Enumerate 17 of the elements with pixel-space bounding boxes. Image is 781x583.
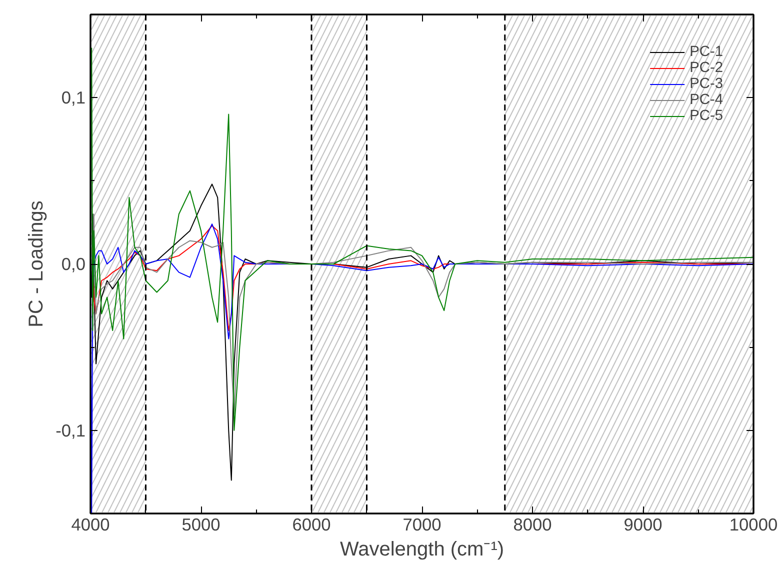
x-tick-label: 7000 <box>402 514 442 534</box>
x-tick-label: 10000 <box>729 514 778 534</box>
x-tick-label: 4000 <box>71 514 110 534</box>
y-tick-label: -0,1 <box>56 420 86 440</box>
x-axis-title: Wavelength (cm⁻¹) <box>340 538 504 560</box>
x-tick-label: 6000 <box>292 514 331 534</box>
y-axis-title: PC - Loadings <box>26 200 48 328</box>
y-tick-label: 0,1 <box>61 88 86 108</box>
x-tick-label: 9000 <box>624 514 662 534</box>
legend-label: PC-3 <box>690 76 723 92</box>
legend-label: PC-5 <box>690 108 723 124</box>
legend-label: PC-2 <box>690 60 723 76</box>
x-tick-label: 8000 <box>513 514 552 534</box>
legend-label: PC-4 <box>690 92 723 108</box>
y-tick-label: 0,0 <box>61 254 86 274</box>
x-tick-label: 5000 <box>182 514 220 534</box>
legend-label: PC-1 <box>690 44 723 60</box>
